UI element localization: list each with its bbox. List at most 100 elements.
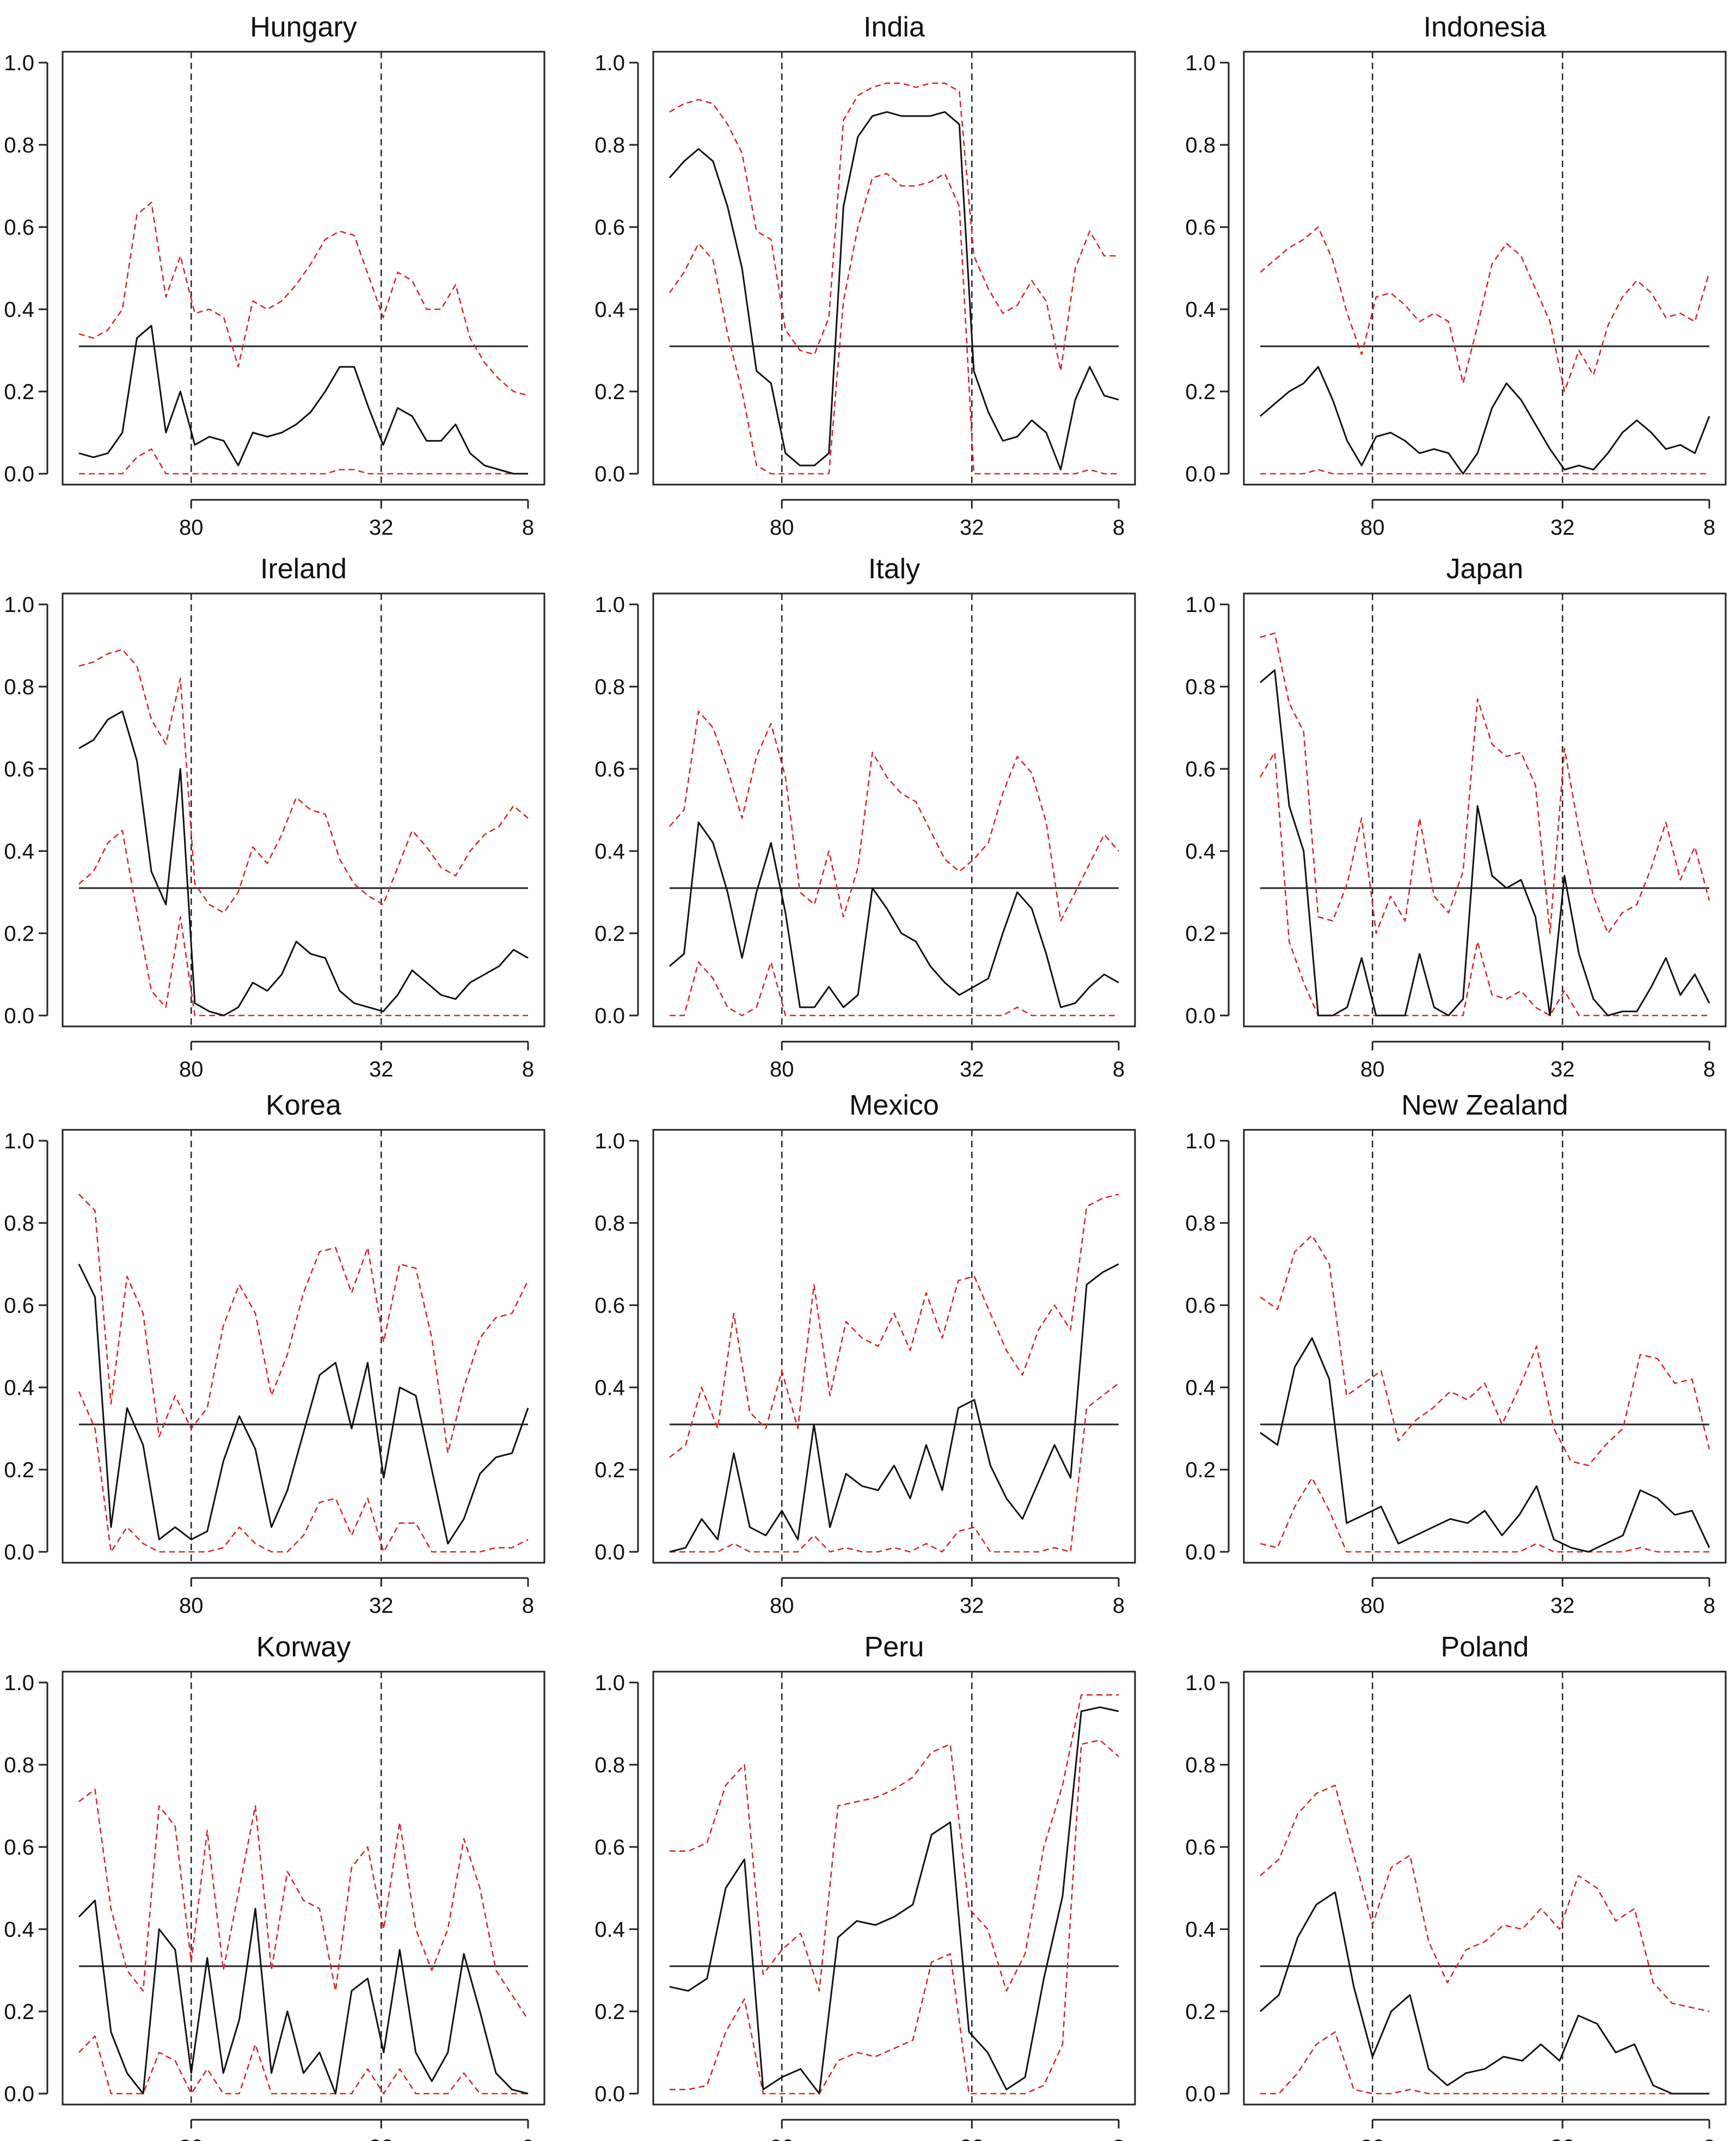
y-tick-label: 0.6 xyxy=(594,1836,625,1859)
lower-band-line xyxy=(1260,1477,1709,1553)
panel-title: Japan xyxy=(1446,553,1524,585)
y-tick-label: 1.0 xyxy=(4,1129,34,1153)
y-tick-label: 0.8 xyxy=(1185,1753,1216,1777)
y-tick-label: 1.0 xyxy=(4,593,34,617)
y-tick-label: 0.6 xyxy=(1185,757,1216,781)
y-tick-label: 0.0 xyxy=(1185,2082,1216,2106)
y-tick-label: 0.4 xyxy=(4,298,34,322)
x-tick-label: 8 xyxy=(1113,1594,1125,1618)
y-tick-label: 1.0 xyxy=(594,51,625,75)
y-tick-label: 0.8 xyxy=(4,675,34,699)
y-tick-label: 0.2 xyxy=(594,1458,625,1482)
lower-band-line xyxy=(79,448,528,475)
y-tick-label: 0.6 xyxy=(1185,216,1216,240)
y-tick-label: 0.2 xyxy=(4,1458,34,1482)
x-tick-label: 8 xyxy=(1703,2136,1715,2141)
upper-band-line xyxy=(78,201,529,396)
estimate-line xyxy=(669,821,1119,1008)
y-tick-label: 0.0 xyxy=(1185,1004,1216,1028)
estimate-line xyxy=(669,1706,1119,2095)
x-tick-label: 80 xyxy=(179,1594,204,1618)
panel-title: Korea xyxy=(266,1090,341,1121)
panel-title: New Zealand xyxy=(1401,1090,1568,1121)
chart-panel: Poland 0.0 0.2 0.4 0.6 0.8 1.0 80 32 8 xyxy=(1185,1631,1727,2141)
lower-band-line xyxy=(78,2035,528,2095)
y-tick-label: 1.0 xyxy=(594,1671,625,1695)
panel-title: Italy xyxy=(868,553,920,585)
x-tick-label: 80 xyxy=(1360,1594,1385,1618)
x-tick-label: 8 xyxy=(1113,1057,1125,1081)
upper-band-line xyxy=(1260,1784,1710,2012)
x-tick-label: 32 xyxy=(1550,1057,1575,1081)
lower-band-line xyxy=(78,1391,529,1553)
estimate-line xyxy=(78,710,529,1017)
plot-frame xyxy=(62,1671,545,2106)
x-tick-label: 32 xyxy=(960,516,984,540)
y-tick-label: 0.6 xyxy=(4,1294,34,1318)
chart-panel: Peru 0.0 0.2 0.4 0.6 0.8 1.0 80 32 8 xyxy=(594,1631,1136,2141)
estimate-line xyxy=(669,1263,1119,1553)
panel-title: Korway xyxy=(256,1631,351,1663)
y-tick-label: 0.0 xyxy=(1185,462,1216,486)
y-tick-label: 0.8 xyxy=(594,1753,625,1777)
estimate-line xyxy=(78,325,528,475)
plot-frame xyxy=(652,51,1136,486)
y-tick-label: 0.6 xyxy=(594,216,625,240)
x-tick-label: 32 xyxy=(960,2136,984,2141)
x-tick-label: 80 xyxy=(1360,516,1385,540)
panel-title: Hungary xyxy=(250,11,357,43)
x-tick-label: 32 xyxy=(369,1594,394,1618)
y-tick-label: 0.2 xyxy=(4,922,34,946)
lower-band-line xyxy=(670,1383,1119,1553)
x-tick-label: 32 xyxy=(1550,516,1575,540)
plot-frame xyxy=(62,592,545,1027)
y-tick-label: 0.4 xyxy=(4,840,34,864)
y-tick-label: 1.0 xyxy=(4,1671,34,1695)
y-tick-label: 0.4 xyxy=(4,1376,34,1400)
x-tick-label: 8 xyxy=(522,1594,534,1618)
x-tick-label: 32 xyxy=(1550,1594,1575,1618)
y-tick-label: 0.2 xyxy=(594,922,625,946)
y-tick-label: 0.8 xyxy=(594,675,625,699)
y-tick-label: 0.4 xyxy=(594,298,625,322)
x-tick-label: 8 xyxy=(1703,516,1715,540)
y-tick-label: 0.8 xyxy=(1185,133,1216,157)
y-tick-label: 0.0 xyxy=(1185,1540,1216,1564)
y-tick-label: 0.0 xyxy=(4,1004,34,1028)
chart-panel: Mexico 0.0 0.2 0.4 0.6 0.8 1.0 80 32 8 xyxy=(594,1090,1136,1618)
estimate-line xyxy=(78,1899,529,2095)
y-tick-label: 0.0 xyxy=(4,462,34,486)
x-tick-label: 8 xyxy=(1113,516,1125,540)
lower-band-line xyxy=(670,961,1119,1017)
x-tick-label: 8 xyxy=(522,2136,534,2141)
x-tick-label: 32 xyxy=(369,1057,394,1081)
estimate-line xyxy=(1260,1337,1710,1553)
y-tick-label: 0.8 xyxy=(594,1212,625,1235)
x-tick-label: 80 xyxy=(1360,1057,1385,1081)
x-tick-label: 80 xyxy=(179,1057,204,1081)
panel-title: Ireland xyxy=(260,553,347,585)
upper-band-line xyxy=(78,1194,529,1454)
y-tick-label: 0.2 xyxy=(1185,380,1216,404)
plot-frame xyxy=(652,592,1136,1027)
x-tick-label: 32 xyxy=(960,1057,984,1081)
lower-band-line xyxy=(1260,2031,1709,2095)
estimate-line xyxy=(1260,366,1710,475)
y-tick-label: 0.0 xyxy=(594,1540,625,1564)
estimate-line xyxy=(1260,669,1710,1017)
x-tick-label: 32 xyxy=(960,1594,984,1618)
y-tick-label: 0.8 xyxy=(4,133,34,157)
y-tick-label: 0.6 xyxy=(4,216,34,240)
chart-panel: Ireland 0.0 0.2 0.4 0.6 0.8 1.0 80 32 8 xyxy=(4,553,545,1081)
y-tick-label: 0.0 xyxy=(594,462,625,486)
panel-title: Peru xyxy=(864,1631,924,1663)
y-tick-label: 0.4 xyxy=(1185,1376,1216,1400)
upper-band-line xyxy=(669,1193,1119,1458)
y-tick-label: 1.0 xyxy=(4,51,34,75)
estimate-line xyxy=(668,111,1119,470)
y-tick-label: 0.6 xyxy=(594,1294,625,1318)
y-tick-label: 0.4 xyxy=(594,1376,625,1400)
y-tick-label: 0.2 xyxy=(594,380,625,404)
x-tick-label: 32 xyxy=(1550,2136,1575,2141)
